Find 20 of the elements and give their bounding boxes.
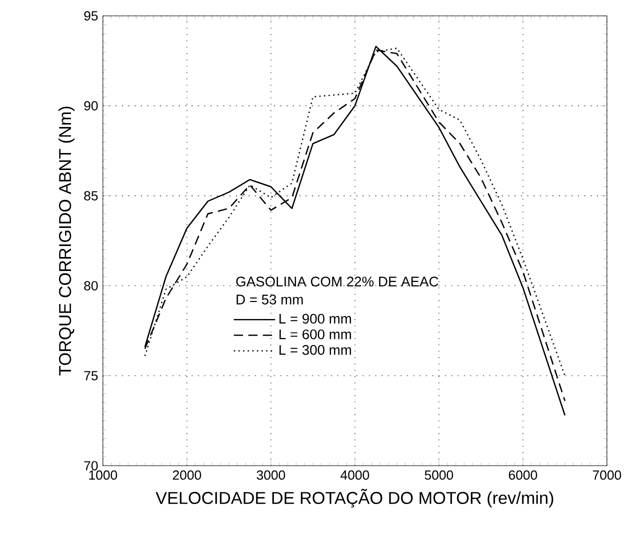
legend-label: L = 300 mm xyxy=(280,344,351,355)
y-tick-label: 70 xyxy=(84,460,98,470)
x-tick-label: 4000 xyxy=(340,470,370,480)
x-tick-label: 5000 xyxy=(424,470,454,480)
x-tick-label: 3000 xyxy=(256,470,286,480)
y-tick-label: 75 xyxy=(84,370,98,380)
y-axis-title: TORQUE CORRIGIDO ABNT (Nm) xyxy=(58,106,75,376)
x-tick-label: 6000 xyxy=(508,470,538,480)
annotation: D = 53 mm xyxy=(236,294,303,304)
legend-label: L = 900 mm xyxy=(280,314,351,324)
x-tick-label: 2000 xyxy=(172,470,202,480)
y-tick-label: 85 xyxy=(84,190,98,200)
y-tick-label: 95 xyxy=(84,10,98,20)
legend-title: GASOLINA COM 22% DE AEAC xyxy=(236,276,438,286)
y-tick-label: 80 xyxy=(84,280,98,290)
legend-label: L = 600 mm xyxy=(280,329,351,340)
x-tick-label: 1000 xyxy=(89,470,118,480)
x-tick-label: 7000 xyxy=(592,470,622,480)
y-tick-label: 90 xyxy=(84,100,98,110)
x-axis-title: VELOCIDADE DE ROTAÇÃO DO MOTOR (rev/min) xyxy=(156,488,554,508)
